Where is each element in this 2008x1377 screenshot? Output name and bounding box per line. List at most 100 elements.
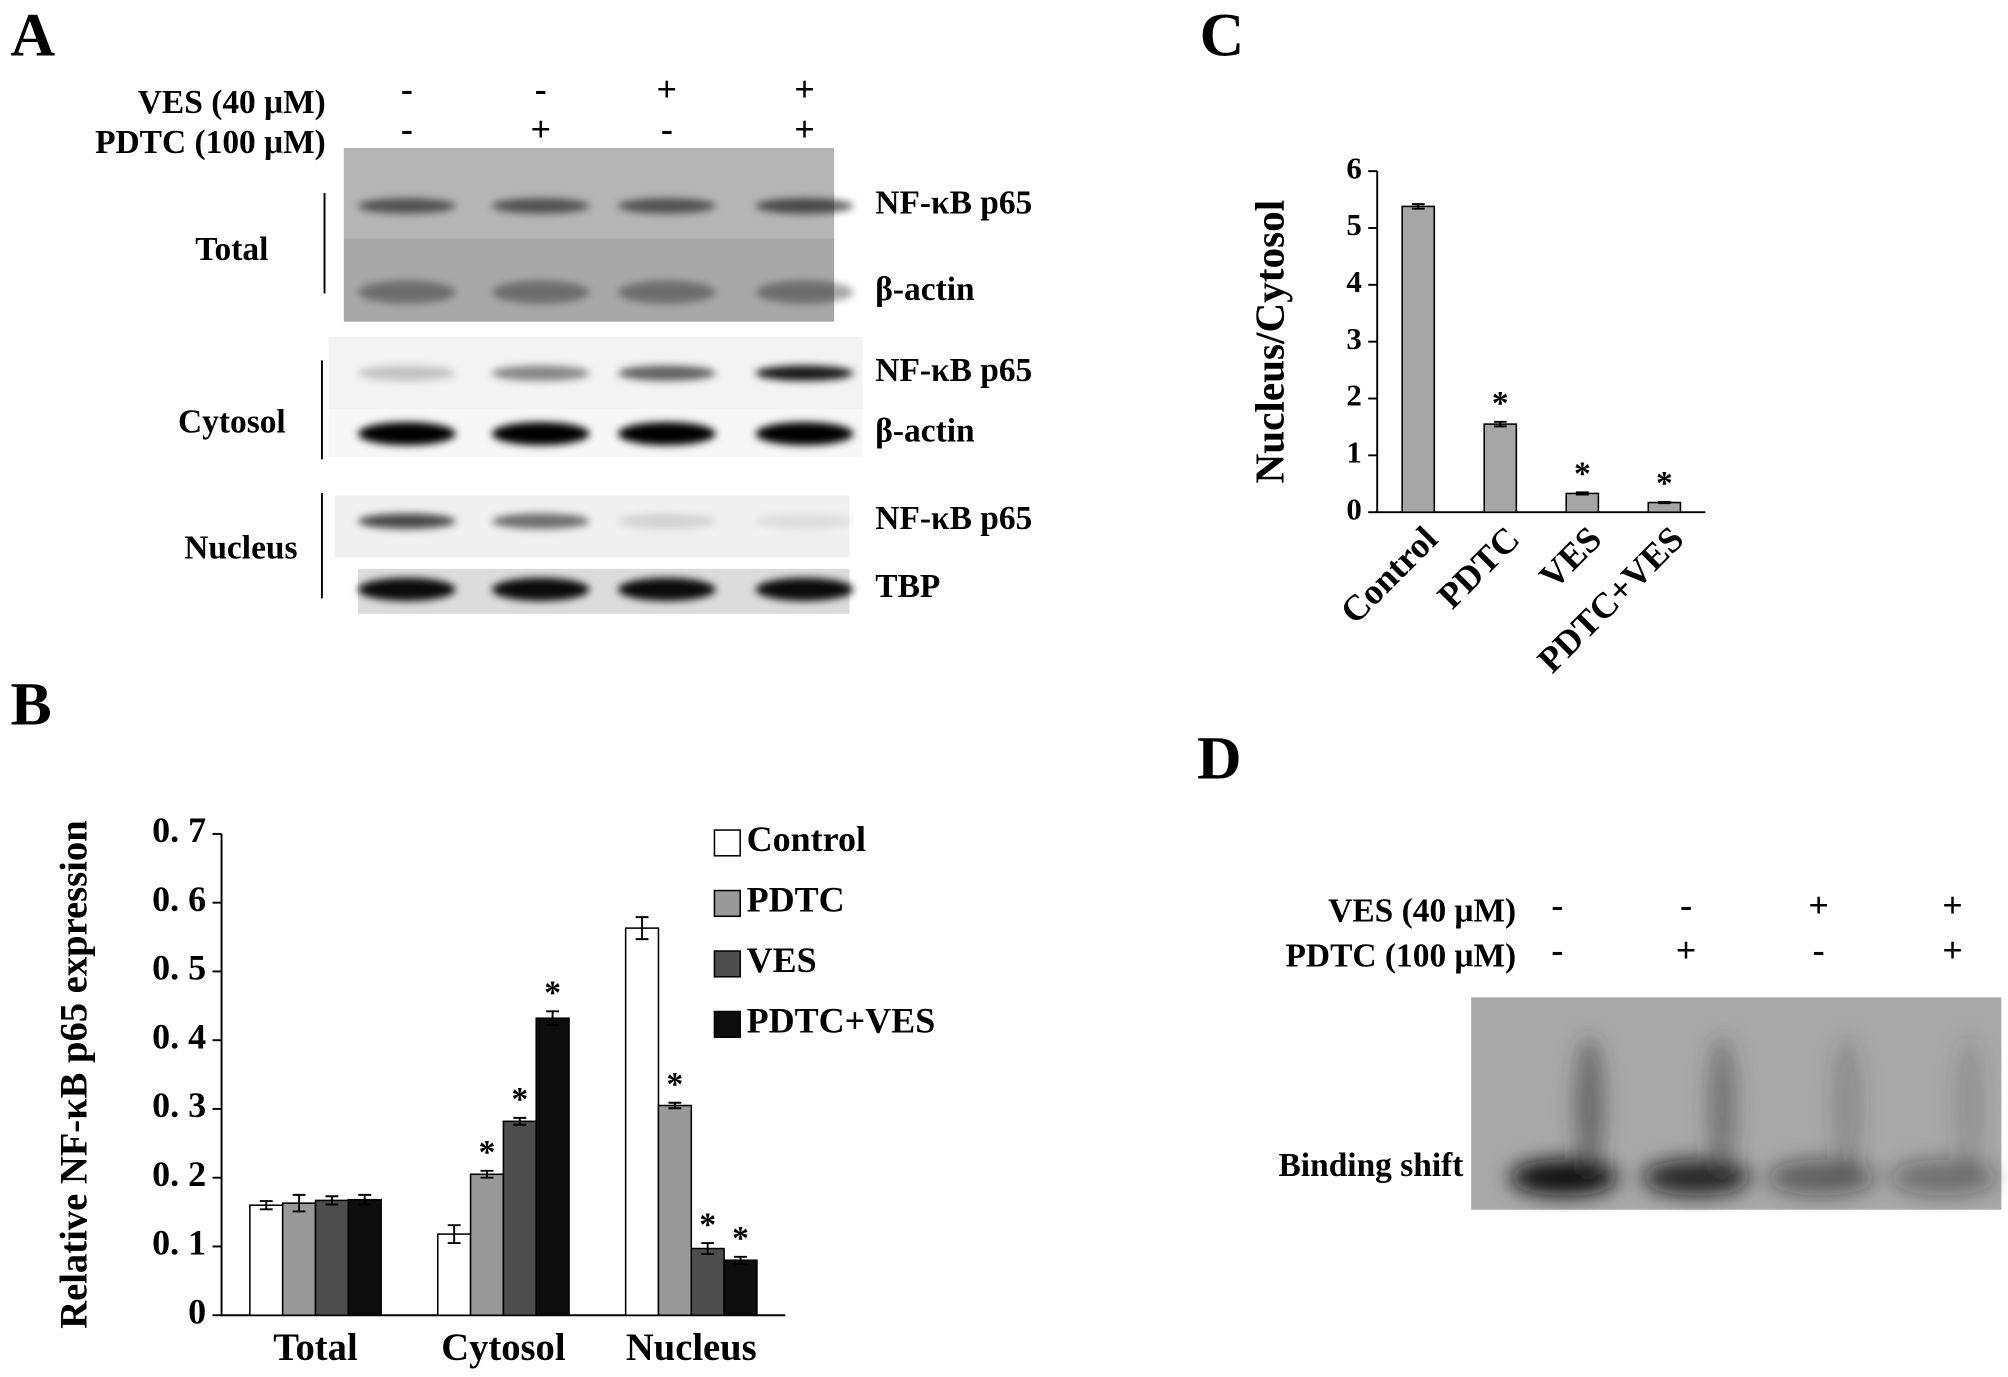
bar [314, 1199, 350, 1317]
bar [1483, 423, 1518, 513]
y-tick-label: 0. 7 [152, 810, 206, 850]
y-axis-label: Relative NF-κB p65 expression [53, 820, 95, 1328]
band [357, 577, 456, 601]
error-bar [635, 916, 649, 941]
condition-sign: + [1942, 885, 1963, 925]
legend-label: Control [747, 819, 866, 859]
condition-sign: + [1676, 930, 1697, 970]
band [357, 198, 456, 214]
y-tick-label: 0. 5 [152, 948, 206, 988]
band [491, 365, 590, 381]
smear [1831, 1035, 1863, 1178]
fraction-label: Cytosol [178, 403, 286, 440]
blot-bands [357, 198, 854, 601]
significance: * [1574, 456, 1591, 493]
panel-a: A [11, 1, 863, 614]
condition-label: PDTC (100 μM) [1286, 937, 1517, 974]
legend-label: VES [747, 940, 817, 980]
condition-sign: - [1551, 885, 1563, 925]
y-tick-label: 0. 2 [152, 1154, 206, 1194]
error-bar [546, 1010, 560, 1027]
band-label: β-actin [875, 271, 975, 308]
band [1642, 1159, 1751, 1196]
significance: * [667, 1066, 684, 1103]
legend-label: PDTC+VES [747, 1001, 936, 1041]
band [755, 365, 854, 381]
x-tick-label: PDTC+VES [1530, 519, 1692, 681]
error-bar [480, 1169, 494, 1179]
smear [1574, 1035, 1605, 1178]
condition-sign: + [1942, 930, 1963, 970]
significance: * [1492, 385, 1509, 422]
bar [657, 1104, 693, 1317]
legend-swatch [713, 889, 741, 918]
panel-letter: A [11, 1, 56, 69]
band [491, 513, 590, 529]
condition-sign: - [1551, 930, 1563, 970]
band-label: NF-κB p65 [875, 352, 1032, 389]
smear [1953, 1035, 1985, 1178]
y-axis-label: Nucleus/Cytosol [1247, 200, 1293, 484]
panel-d: D Binding shift [1197, 725, 2002, 1210]
error-bar [513, 1116, 527, 1126]
error-bar [701, 1242, 715, 1255]
condition-sign: + [530, 109, 551, 149]
y-tick-label: 0. 3 [152, 1085, 206, 1125]
blot-bands [1509, 1035, 1998, 1196]
band [491, 422, 590, 446]
y-tick-label: 0 [1346, 491, 1361, 526]
band [357, 280, 456, 304]
bar [469, 1173, 505, 1317]
panel-letter: B [11, 671, 52, 739]
y-tick-label: 2 [1346, 378, 1361, 413]
significance: * [479, 1134, 496, 1171]
legend-swatch [713, 829, 741, 857]
band [1889, 1159, 1998, 1196]
legend-swatch [713, 950, 741, 978]
y-tick-label: 0 [188, 1291, 206, 1331]
condition-label: VES (40 μM) [1328, 892, 1516, 929]
y-tick-label: 0. 4 [152, 1016, 206, 1056]
error-bar [259, 1200, 273, 1211]
bar [1565, 492, 1600, 513]
band-label: TBP [875, 568, 940, 605]
error-bar [358, 1193, 372, 1206]
y-tick-label: 5 [1346, 207, 1361, 242]
band [755, 198, 854, 214]
band [491, 577, 590, 601]
band [357, 365, 456, 381]
y-tick-label: 0. 6 [152, 879, 206, 919]
condition-sign: - [1680, 885, 1692, 925]
bar [1401, 205, 1436, 513]
band [491, 198, 590, 214]
band [755, 280, 854, 304]
error-bar [1657, 500, 1671, 505]
band [357, 513, 456, 529]
bar [502, 1120, 537, 1317]
band [491, 280, 590, 304]
bar [723, 1259, 758, 1317]
error-bar [325, 1195, 339, 1206]
x-tick-label: Control [1332, 519, 1445, 632]
bar [436, 1233, 472, 1317]
band [1767, 1159, 1876, 1196]
band [755, 577, 854, 601]
band [617, 513, 716, 529]
smear [1706, 1035, 1738, 1178]
bar [249, 1204, 284, 1317]
condition-sign: - [535, 69, 547, 109]
legend-label: PDTC [747, 880, 845, 920]
bar [535, 1017, 570, 1317]
band-label: β-actin [875, 412, 975, 449]
x-tick-label: Total [273, 1327, 358, 1369]
condition-label: PDTC (100 μM) [95, 124, 326, 161]
bar [347, 1198, 382, 1317]
error-bar [1411, 203, 1425, 210]
error-bar [668, 1101, 682, 1110]
condition-sign: + [1808, 885, 1829, 925]
band [617, 198, 716, 214]
significance: * [732, 1220, 749, 1257]
band-label: NF-κB p65 [875, 185, 1032, 222]
band [617, 422, 716, 446]
